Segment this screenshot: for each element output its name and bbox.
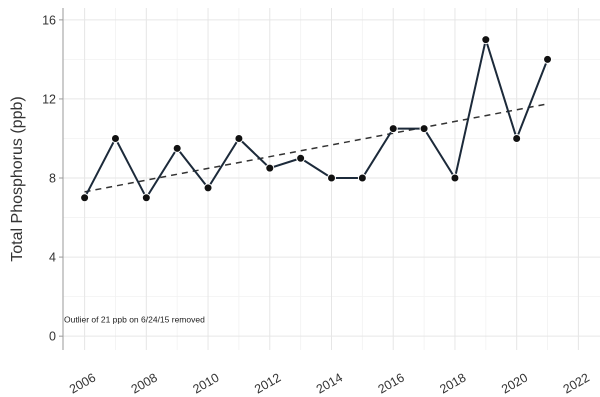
y-tick-label: 4 — [49, 251, 56, 265]
y-ticks: 0 4 8 12 16 — [42, 13, 63, 344]
x-tick-label: 2010 — [190, 370, 221, 396]
x-tick-label: 2020 — [499, 370, 530, 396]
x-tick-label: 2016 — [376, 370, 407, 396]
x-tick-label: 2012 — [252, 370, 283, 396]
data-point — [357, 173, 367, 183]
data-point — [265, 163, 275, 173]
data-points — [80, 35, 553, 203]
data-point — [450, 173, 460, 183]
data-point — [203, 183, 213, 193]
data-point — [419, 124, 429, 134]
data-point — [141, 193, 151, 203]
x-tick-label: 2006 — [67, 370, 98, 396]
y-tick-label: 8 — [49, 172, 56, 186]
y-tick-label: 0 — [49, 330, 56, 344]
x-tick-label: 2018 — [437, 370, 468, 396]
x-tick-label: 2022 — [561, 370, 592, 396]
series-line — [83, 35, 549, 200]
data-point — [80, 193, 90, 203]
data-point — [327, 173, 336, 183]
outlier-annotation: Outlier of 21 ppb on 6/24/15 removed — [64, 314, 205, 324]
y-axis-title: Total Phosphorus (ppb) — [9, 96, 26, 261]
data-point — [543, 54, 553, 64]
grid — [63, 8, 600, 350]
trend-line — [84, 103, 548, 193]
x-tick-label: 2014 — [314, 370, 345, 396]
x-ticks: 2006 2008 2010 2012 2014 2016 2018 2020 2022 — [67, 370, 592, 396]
data-point — [512, 133, 522, 143]
data-point — [296, 153, 306, 163]
data-point — [481, 35, 491, 45]
data-point — [110, 133, 120, 143]
x-tick-label: 2008 — [129, 370, 160, 396]
data-point — [234, 133, 244, 143]
data-point — [172, 143, 182, 153]
y-tick-label: 12 — [42, 92, 56, 106]
data-point — [388, 124, 398, 134]
y-tick-label: 16 — [42, 13, 56, 27]
